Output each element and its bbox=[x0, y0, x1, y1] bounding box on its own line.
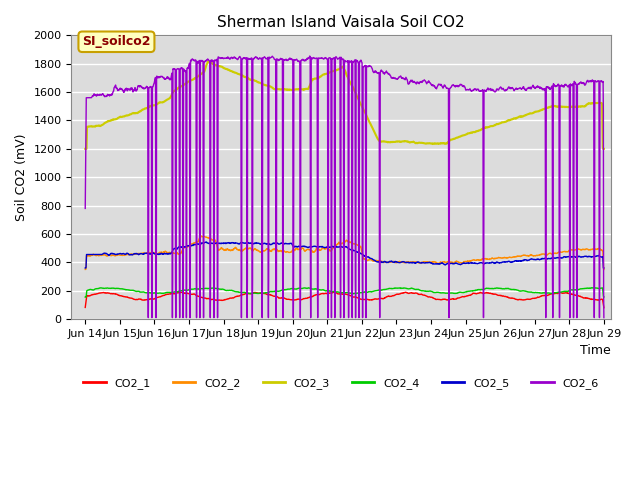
Text: SI_soilco2: SI_soilco2 bbox=[82, 35, 150, 48]
Title: Sherman Island Vaisala Soil CO2: Sherman Island Vaisala Soil CO2 bbox=[218, 15, 465, 30]
Legend: CO2_1, CO2_2, CO2_3, CO2_4, CO2_5, CO2_6: CO2_1, CO2_2, CO2_3, CO2_4, CO2_5, CO2_6 bbox=[79, 373, 604, 393]
Y-axis label: Soil CO2 (mV): Soil CO2 (mV) bbox=[15, 133, 28, 221]
X-axis label: Time: Time bbox=[580, 344, 611, 357]
